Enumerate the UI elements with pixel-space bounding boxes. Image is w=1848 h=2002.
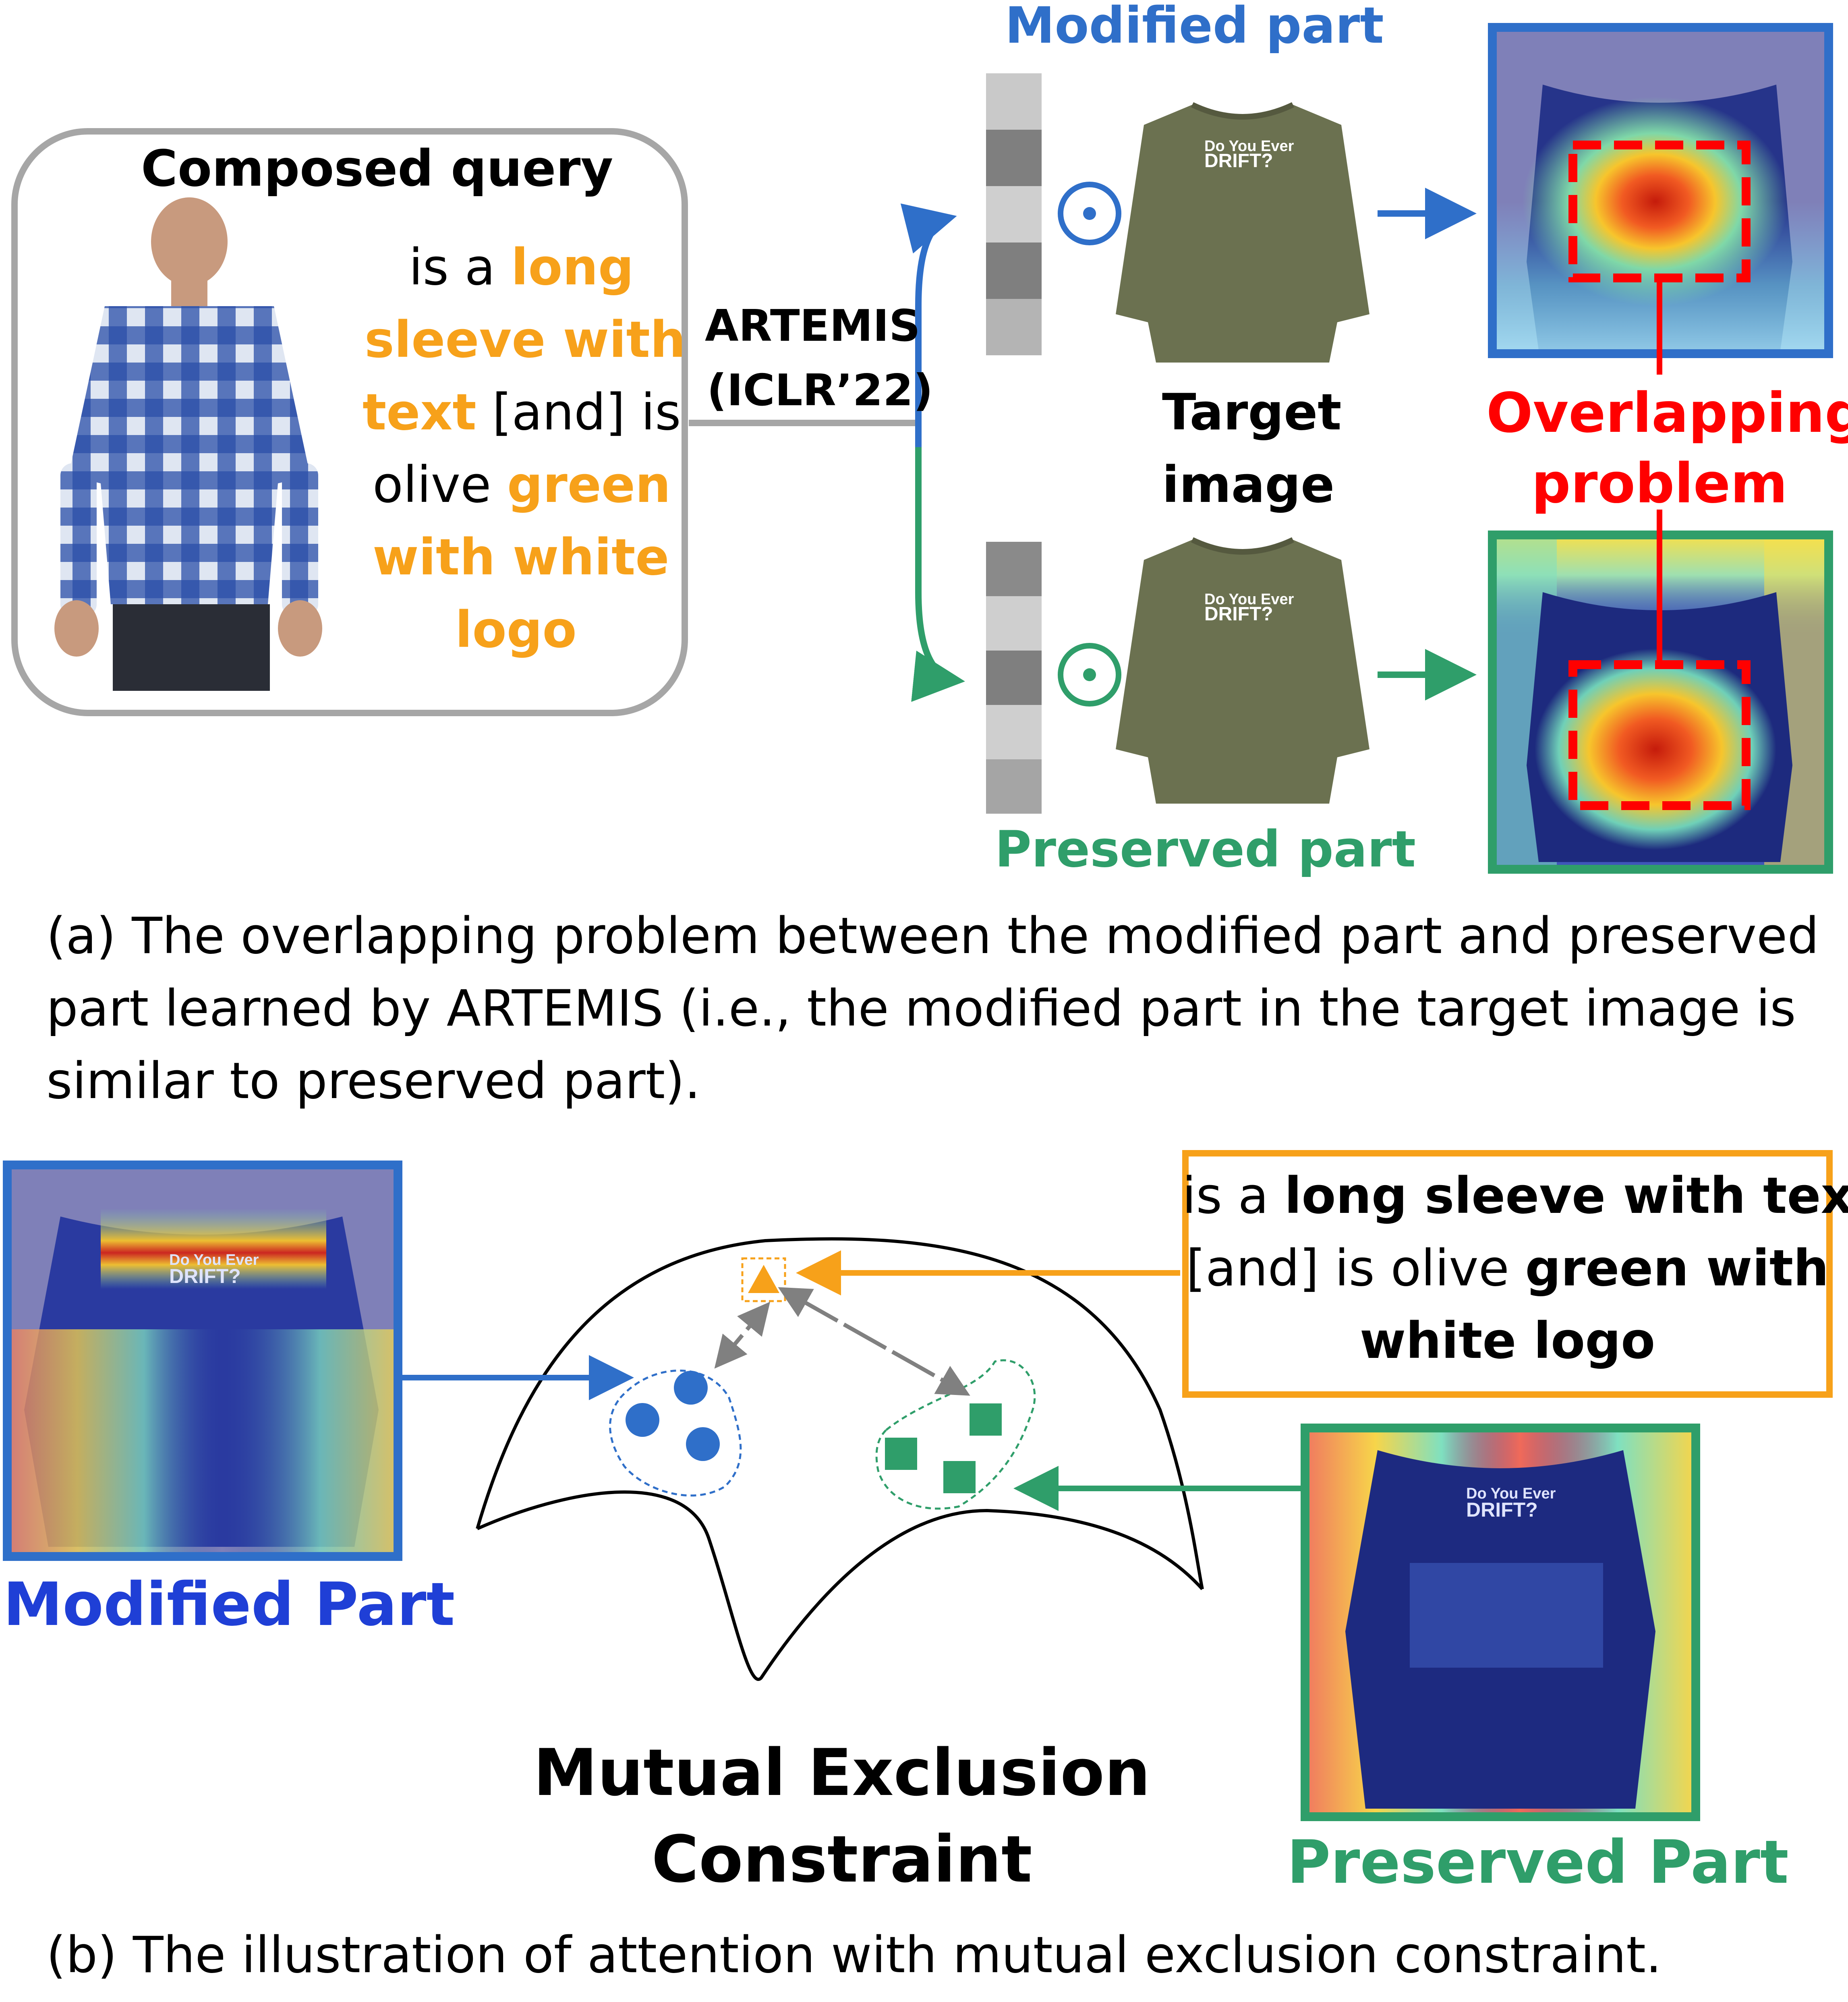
- query-text-and-is: [and] is: [476, 383, 681, 441]
- target-shirt-top: Do You Ever DRIFT?: [1116, 102, 1369, 363]
- text-box-line1-bold: long sleeve with text: [1284, 1167, 1848, 1225]
- embedding-manifold: [476, 1237, 1204, 1681]
- preserved-feature-vector: [986, 542, 1042, 814]
- svg-text:DRIFT?: DRIFT?: [1204, 603, 1273, 625]
- svg-text:DRIFT?: DRIFT?: [169, 1265, 241, 1287]
- svg-text:Do You Ever: Do You Ever: [169, 1252, 259, 1268]
- preserved-feature-point: [943, 1461, 976, 1493]
- text-box-line1-normal: is a: [1182, 1167, 1284, 1225]
- text-box-line1: is a long sleeve with text: [1182, 1166, 1848, 1226]
- mutual-exclusion-title-line2: Constraint: [651, 1822, 1032, 1897]
- svg-text:Do You Ever: Do You Ever: [1466, 1485, 1556, 1502]
- target-image-label-line2: image: [1162, 456, 1335, 514]
- preserved-part-heatmap-b: Do You Ever DRIFT?: [1301, 1424, 1700, 1821]
- target-shirt-bottom: Do You Ever DRIFT?: [1116, 537, 1369, 804]
- modified-feature-vector: [986, 73, 1042, 355]
- model-name-label: ARTEMIS: [705, 301, 920, 351]
- preserved-feature-point: [970, 1403, 1002, 1436]
- caption-a-line1: (a) The overlapping problem between the …: [46, 907, 1819, 965]
- preserved-part-label-b: Preserved Part: [1287, 1828, 1789, 1897]
- query-feature-point: [741, 1257, 786, 1302]
- query-text-text: text: [363, 383, 477, 441]
- svg-text:Do You Ever: Do You Ever: [1204, 591, 1294, 608]
- text-box-line2-bold: green with: [1525, 1239, 1829, 1297]
- text-modification-box: [1182, 1150, 1833, 1398]
- mutual-exclusion-title-line1: Mutual Exclusion: [533, 1735, 1151, 1810]
- query-text-olive: olive: [373, 456, 507, 514]
- query-text-long: long: [511, 238, 634, 296]
- preserved-feature-point: [885, 1438, 917, 1470]
- svg-text:DRIFT?: DRIFT?: [1204, 150, 1273, 172]
- preserved-feature-cluster: [875, 1359, 1036, 1510]
- svg-text:Do You Ever: Do You Ever: [1204, 138, 1294, 155]
- query-text-with-white: with white: [373, 528, 669, 587]
- svg-text:DRIFT?: DRIFT?: [1466, 1498, 1538, 1521]
- modified-feature-point: [686, 1427, 720, 1461]
- query-text-logo: logo: [455, 601, 577, 659]
- caption-a-line3: similar to preserved part).: [46, 1052, 701, 1110]
- composed-query-title: Composed query: [141, 140, 613, 198]
- artemis-branch-connector: [689, 203, 965, 702]
- text-box-line3: white logo: [1359, 1312, 1655, 1370]
- preserved-part-label: Preserved part: [995, 821, 1416, 879]
- caption-b: (b) The illustration of attention with m…: [46, 1926, 1662, 1984]
- query-text-is-a: is a: [409, 238, 511, 296]
- overlapping-problem-label-line2: problem: [1531, 452, 1788, 516]
- odot-operator-icon-top: [1058, 182, 1121, 245]
- overlapping-problem-label-line1: Overlapping: [1486, 381, 1848, 445]
- modified-feature-point: [626, 1403, 659, 1437]
- query-text-green: green: [507, 456, 671, 514]
- modified-part-label: Modified part: [1005, 0, 1384, 55]
- text-box-line2-normal: [and] is olive: [1186, 1239, 1525, 1297]
- distance-arrow-query-modified: [714, 1302, 771, 1369]
- odot-operator-icon-bottom: [1058, 643, 1121, 707]
- distance-arrow-query-preserved: [778, 1287, 970, 1396]
- modified-feature-point: [674, 1371, 708, 1405]
- modified-part-heatmap-b: Do You Ever DRIFT?: [3, 1161, 402, 1561]
- modified-part-label-b: Modified Part: [3, 1570, 455, 1639]
- text-box-line2: [and] is olive green with: [1182, 1239, 1833, 1299]
- modified-feature-cluster: [609, 1370, 742, 1497]
- target-image-label-line1: Target: [1162, 383, 1342, 441]
- composed-query-box: [11, 128, 688, 716]
- query-text-sleeve-with: sleeve with: [365, 311, 686, 369]
- modified-attention-heatmap: [1488, 23, 1833, 358]
- model-venue-label: (ICLR’22): [707, 365, 933, 416]
- caption-a-line2: part learned by ARTEMIS (i.e., the modif…: [46, 980, 1796, 1038]
